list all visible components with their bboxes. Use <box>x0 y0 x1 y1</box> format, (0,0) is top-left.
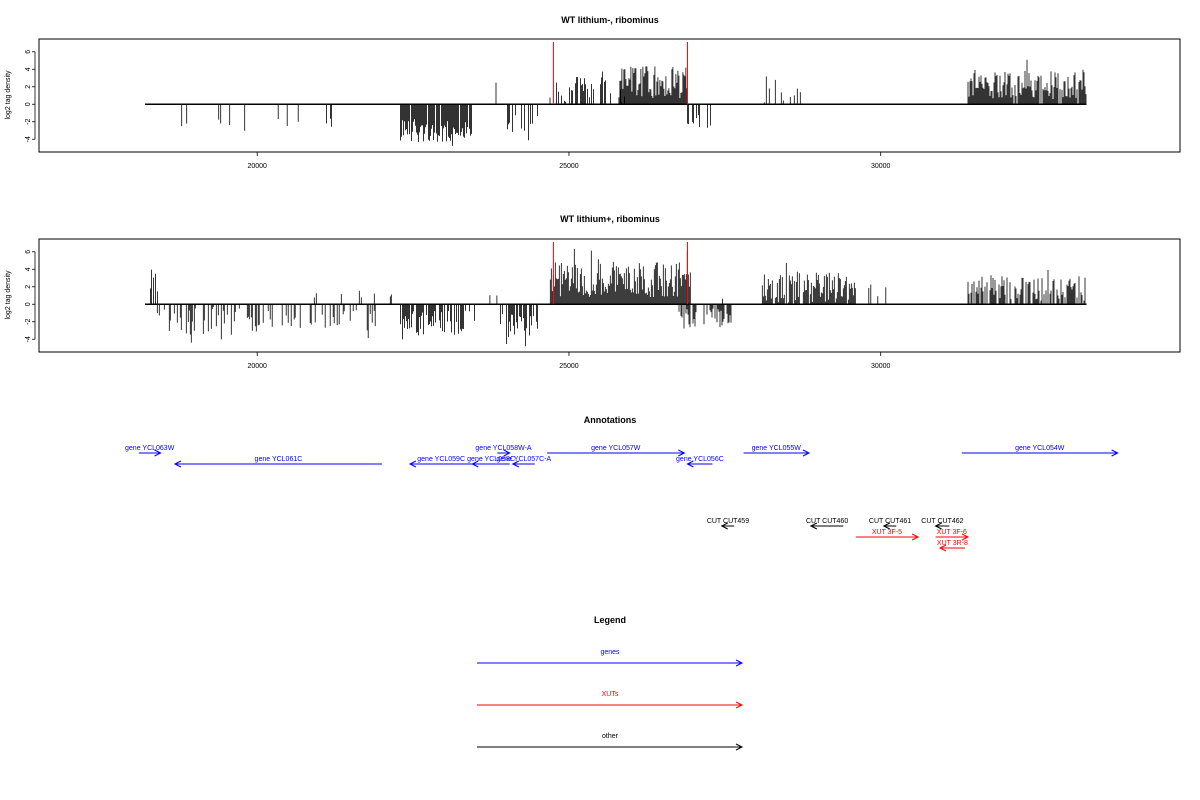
plot-frame <box>38 38 1181 153</box>
xut-feature[interactable]: XUT 3F-5 <box>855 529 920 541</box>
gene-label: gene YCL057C-A <box>496 456 551 463</box>
y-tick-label: -2 <box>25 319 32 325</box>
x-tick-label: 20000 <box>247 163 267 170</box>
feature-arrowhead <box>408 460 417 468</box>
feature-arrowhead <box>735 743 744 751</box>
annotations-panel: Annotations gene YCL063W gene YCL061C gene… <box>125 415 1119 552</box>
y-tick-label: 6 <box>25 50 32 54</box>
gene-feature[interactable]: gene YCL059C <box>408 456 473 468</box>
legend-label: other <box>602 733 619 740</box>
gene-feature[interactable]: gene YCL054W <box>961 445 1119 457</box>
feature-arrowhead <box>809 522 818 530</box>
gene-label: gene YCL054W <box>1015 445 1065 452</box>
y-axis-label: log2 tag density <box>5 270 12 320</box>
cut-feature[interactable]: CUT CUT461 <box>869 518 911 530</box>
feature-arrowhead <box>938 544 947 552</box>
feature-arrowhead <box>735 701 744 709</box>
legend-item: genes <box>477 649 744 667</box>
y-tick-label: 6 <box>25 250 32 254</box>
gene-feature[interactable]: gene YCL058C <box>467 456 515 468</box>
panel-title: WT lithium+, ribominus <box>560 214 660 224</box>
gene-label: gene YCL058C <box>467 456 515 463</box>
legend-title: Legend <box>594 615 626 625</box>
gene-label: gene YCL061C <box>255 456 303 463</box>
xut-label: XUT 3R-8 <box>937 540 968 547</box>
cut-label: CUT CUT462 <box>921 518 963 525</box>
xut-feature[interactable]: XUT 3F-6 <box>935 529 970 541</box>
cut-feature[interactable]: CUT CUT459 <box>707 518 749 530</box>
feature-arrowhead <box>720 522 728 530</box>
y-tick-label: 0 <box>25 102 32 106</box>
y-tick-label: 4 <box>25 67 32 71</box>
gene-label: gene YCL056C <box>676 456 724 463</box>
cut-label: CUT CUT461 <box>869 518 911 525</box>
gene-feature[interactable]: gene YCL057C-A <box>496 456 551 468</box>
panel-title: WT lithium-, ribominus <box>561 15 659 25</box>
feature-arrowhead <box>911 533 920 541</box>
feature-arrowhead <box>471 460 479 468</box>
gene-feature[interactable]: gene YCL057W <box>547 445 686 457</box>
y-tick-label: 2 <box>25 285 32 289</box>
gene-label: gene YCL058W-A <box>475 445 531 452</box>
x-tick-label: 20000 <box>247 363 267 370</box>
bar-group <box>150 248 1086 347</box>
legend-label: XUTs <box>602 691 619 698</box>
y-tick-label: -4 <box>25 136 32 142</box>
y-axis-label: log2 tag density <box>5 70 12 120</box>
plot-frame <box>38 238 1181 353</box>
x-tick-label: 30000 <box>871 163 891 170</box>
y-tick-label: 0 <box>25 302 32 306</box>
gene-label: gene YCL063W <box>125 445 175 452</box>
feature-arrowhead <box>503 449 511 457</box>
legend-item: other <box>477 733 744 751</box>
x-tick-label: 25000 <box>559 363 579 370</box>
gene-feature[interactable]: gene YCL058W-A <box>475 445 532 457</box>
feature-arrowhead <box>154 449 162 457</box>
gene-feature[interactable]: gene YCL061C <box>173 456 382 468</box>
track-panel-lithium-minus: WT lithium-, ribominus log2 tag density … <box>5 15 1181 170</box>
feature-arrowhead <box>1111 449 1119 457</box>
feature-arrowhead <box>882 522 891 530</box>
feature-arrowhead <box>961 533 970 541</box>
feature-arrowhead <box>735 659 744 667</box>
xut-feature[interactable]: XUT 3R-8 <box>937 540 968 552</box>
gene-feature[interactable]: gene YCL056C <box>676 456 724 468</box>
gene-label: gene YCL057W <box>591 445 641 452</box>
cut-feature[interactable]: CUT CUT462 <box>921 518 964 530</box>
gene-label: gene YCL055W <box>752 445 802 452</box>
axes: -4 -2 0 2 4 6 20000 25000 30000 <box>25 42 1087 170</box>
cut-label: CUT CUT459 <box>707 518 749 525</box>
legend: Legend genes XUTs other <box>477 615 744 751</box>
cut-label: CUT CUT460 <box>806 518 848 525</box>
feature-arrowhead <box>511 460 520 468</box>
y-tick-label: 4 <box>25 267 32 271</box>
feature-arrowhead <box>173 460 182 468</box>
feature-arrowhead <box>678 449 686 457</box>
gene-feature[interactable]: gene YCL063W <box>125 445 175 457</box>
gene-feature[interactable]: gene YCL055W <box>743 445 811 457</box>
annotations-title: Annotations <box>584 415 637 425</box>
x-tick-label: 30000 <box>871 363 891 370</box>
feature-arrowhead <box>934 522 942 530</box>
xut-label: XUT 3F-5 <box>872 529 902 536</box>
cut-feature[interactable]: CUT CUT460 <box>806 518 848 530</box>
legend-items: genes XUTs other <box>477 649 744 751</box>
y-tick-label: 2 <box>25 85 32 89</box>
bar-group <box>181 59 1087 146</box>
y-tick-label: -2 <box>25 119 32 125</box>
feature-arrowhead <box>686 460 694 468</box>
track-panel-lithium-plus: WT lithium+, ribominus log2 tag density … <box>5 214 1181 370</box>
feature-arrowhead <box>802 449 811 457</box>
axes: -4 -2 0 2 4 6 20000 25000 30000 <box>25 242 1087 370</box>
y-tick-label: -4 <box>25 336 32 342</box>
gene-label: gene YCL059C <box>417 456 465 463</box>
xut-label: XUT 3F-6 <box>937 529 967 536</box>
x-tick-label: 25000 <box>559 163 579 170</box>
legend-item: XUTs <box>477 691 744 709</box>
legend-label: genes <box>600 649 620 656</box>
